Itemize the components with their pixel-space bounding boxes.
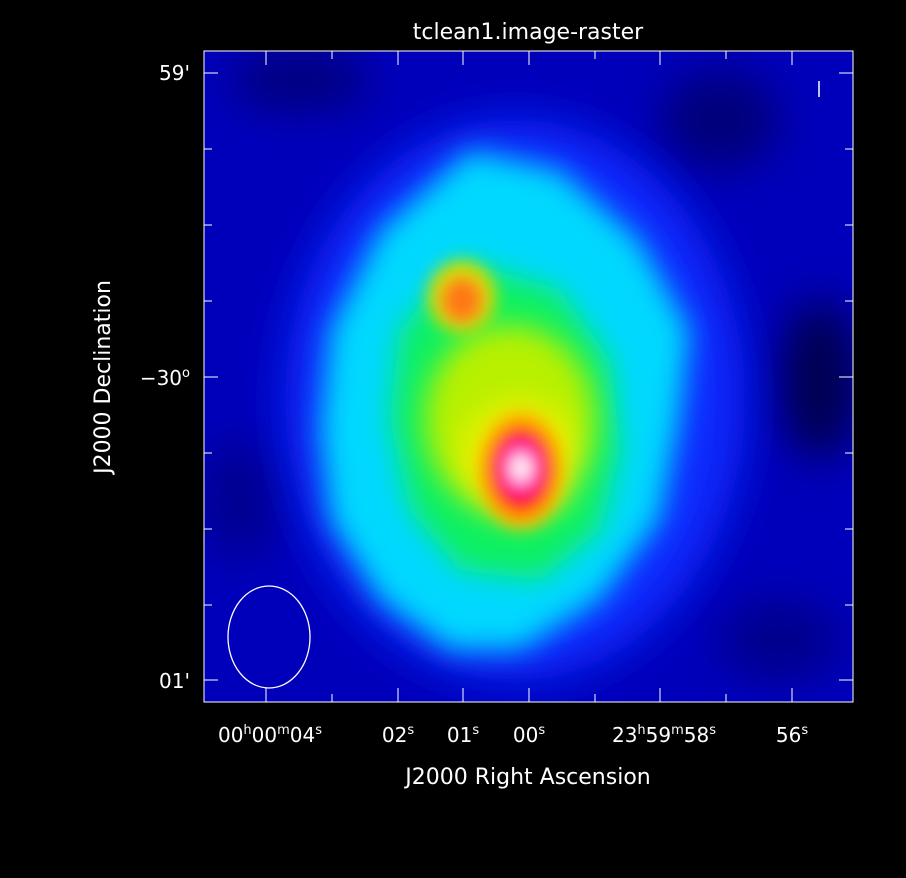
x-tick-label: 02s bbox=[382, 723, 414, 747]
x-tick-label: 01s bbox=[447, 723, 479, 747]
y-axis-label: J2000 Declination bbox=[91, 280, 116, 476]
y-tick-label: −30o bbox=[140, 366, 190, 390]
heatmap-image bbox=[204, 51, 853, 702]
x-tick-label: 56s bbox=[776, 723, 808, 747]
heatmap-dark-patches bbox=[204, 51, 853, 680]
secondary-source bbox=[428, 261, 496, 333]
x-tick-labels: 00h00m04s 02s 01s 00s 23h59m58s 56s bbox=[218, 723, 808, 747]
beam-ellipse bbox=[227, 585, 311, 689]
x-tick-label: 00h00m04s bbox=[218, 723, 322, 747]
x-tick-label: 00s bbox=[513, 723, 545, 747]
x-axis-label: J2000 Right Ascension bbox=[403, 765, 650, 790]
axis-ticks bbox=[204, 51, 853, 702]
y-tick-label: 59' bbox=[159, 61, 190, 85]
x-tick-label: 23h59m58s bbox=[612, 723, 716, 747]
y-tick-label: 01' bbox=[159, 669, 190, 693]
peak-source bbox=[479, 412, 563, 528]
chart-title: tclean1.image-raster bbox=[413, 20, 644, 45]
chart-title-text: tclean1.image-raster bbox=[413, 20, 644, 45]
y-tick-labels: 59' −30o 01' bbox=[140, 61, 190, 693]
